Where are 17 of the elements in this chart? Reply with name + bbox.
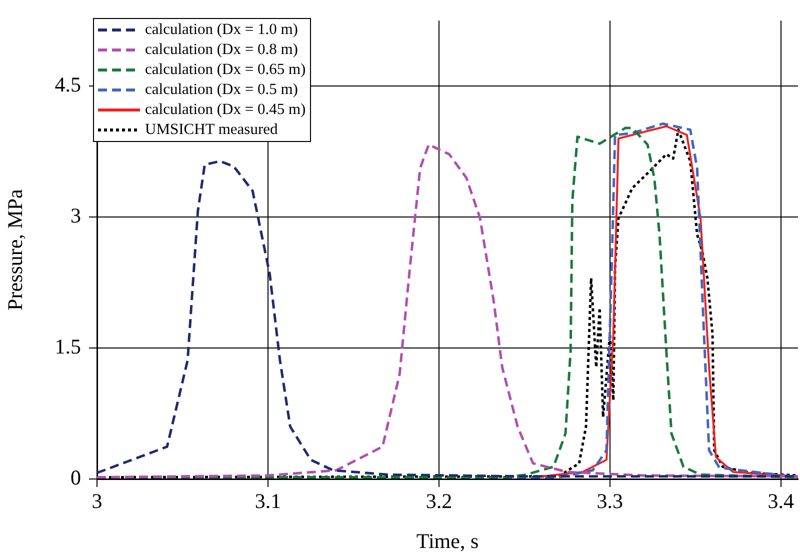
legend-label: calculation (Dx = 0.8 m) (145, 40, 298, 60)
legend-label: calculation (Dx = 0.65 m) (145, 60, 306, 80)
legend-label: calculation (Dx = 0.45 m) (145, 100, 306, 120)
y-axis-title: Pressure, MPa (3, 188, 28, 310)
x-tick-label: 3.4 (768, 489, 795, 514)
y-tick-label: 1.5 (54, 334, 81, 359)
legend-label: calculation (Dx = 0.5 m) (145, 80, 298, 100)
legend-label: UMSICHT measured (145, 120, 278, 140)
x-tick-label: 3.1 (254, 489, 282, 514)
y-tick-label: 3 (70, 204, 81, 228)
x-tick-label: 3.3 (596, 489, 624, 514)
legend-label: calculation (Dx = 1.0 m) (145, 20, 298, 40)
y-tick-label: 0 (70, 466, 81, 490)
x-tick-label: 3 (92, 489, 102, 514)
x-axis-title: Time, s (416, 528, 479, 553)
x-tick-label: 3.2 (426, 489, 452, 514)
y-tick-label: 4.5 (54, 72, 81, 97)
